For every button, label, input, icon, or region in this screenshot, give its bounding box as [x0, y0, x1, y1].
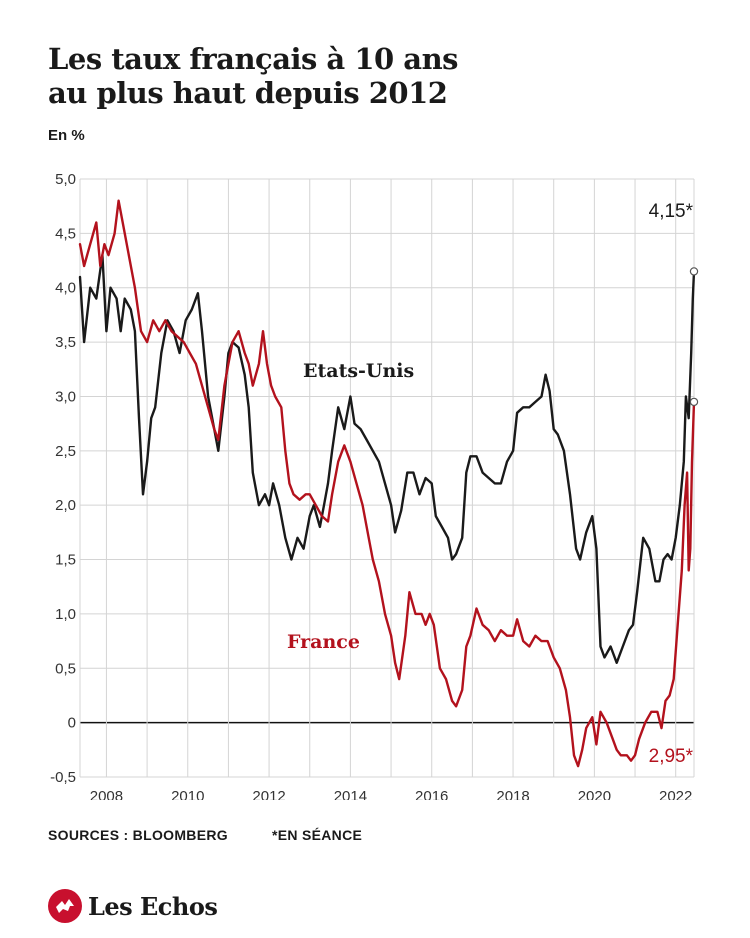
end-point-marker — [689, 267, 699, 276]
chart-series — [78, 199, 699, 768]
series-line-france — [78, 199, 696, 768]
chart-series-labels: Etats-Unis 4,15* France 2,95* — [287, 201, 694, 767]
y-tick-label: -0,5 — [50, 769, 76, 786]
chart-unit-label: En % — [48, 127, 85, 144]
x-tick-label: 2014 — [334, 788, 367, 800]
chart-grid — [79, 178, 695, 778]
brand-name: Les Echos — [88, 891, 218, 921]
footnote: *EN SÉANCE — [272, 827, 363, 843]
source-credit: SOURCES : BLOOMBERG — [48, 827, 228, 843]
y-axis-ticks: 5,0 4,5 4,0 3,5 3,0 2,5 2,0 1,5 1,0 0,5 0 -0,5 — [50, 171, 76, 786]
end-value-label: 4,15* — [649, 201, 694, 222]
y-tick-label: 3,0 — [55, 388, 76, 405]
end-point-marker — [689, 397, 699, 407]
x-axis-ticks: 2008 2010 2012 2014 2016 2018 2020 2022 — [90, 788, 693, 800]
series-name-label: France — [287, 631, 360, 653]
les-echos-logo-icon — [48, 889, 82, 923]
x-tick-label: 2008 — [90, 788, 123, 800]
end-value-label: 2,95* — [649, 746, 694, 767]
x-tick-label: 2020 — [578, 788, 611, 800]
series-line-etats-unis — [78, 253, 696, 664]
y-tick-label: 0,5 — [55, 660, 76, 677]
y-tick-label: 4,0 — [55, 280, 76, 297]
chart-title-line-2: au plus haut depuis 2012 — [48, 76, 448, 110]
x-tick-label: 2016 — [415, 788, 448, 800]
y-tick-label: 0 — [68, 715, 76, 732]
x-tick-label: 2022 — [659, 788, 692, 800]
y-tick-label: 3,5 — [55, 334, 76, 351]
x-tick-label: 2010 — [171, 788, 204, 800]
x-tick-label: 2012 — [252, 788, 285, 800]
y-tick-label: 1,0 — [55, 606, 76, 623]
y-tick-label: 4,5 — [55, 225, 76, 242]
y-tick-label: 2,0 — [55, 497, 76, 514]
y-tick-label: 2,5 — [55, 443, 76, 460]
brand-logo: Les Echos — [48, 888, 218, 924]
y-tick-label: 5,0 — [55, 171, 76, 188]
x-tick-label: 2018 — [496, 788, 529, 800]
chart-title: Les taux français à 10 ans au plus haut … — [48, 42, 648, 110]
line-chart: 5,0 4,5 4,0 3,5 3,0 2,5 2,0 1,5 1,0 0,5 0 -0,5 2008… — [50, 171, 699, 800]
y-tick-label: 1,5 — [55, 552, 76, 569]
series-name-label: Etats-Unis — [303, 360, 414, 382]
chart-title-line-1: Les taux français à 10 ans — [48, 42, 458, 76]
